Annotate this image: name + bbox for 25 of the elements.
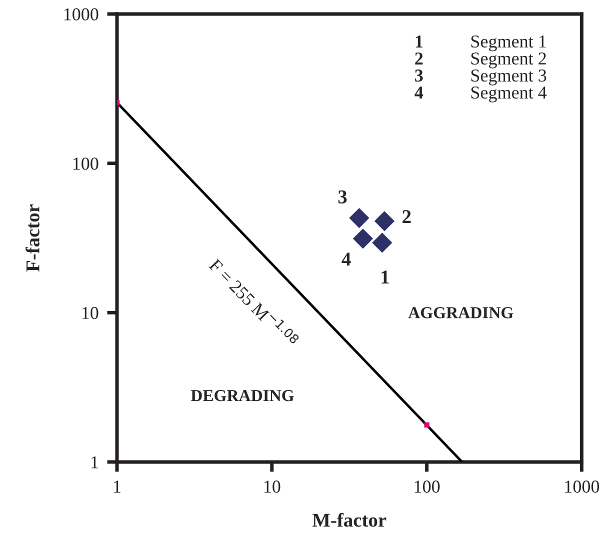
annotation: 3 [338, 190, 347, 204]
y-tick-label: 1000 [64, 8, 98, 20]
x-tick-label: 1 [114, 480, 120, 493]
annotation: Segment 3 [471, 70, 546, 86]
annotation: AGGRADING [408, 307, 514, 318]
annotation: 2 [415, 52, 423, 64]
annotation: 1 [382, 270, 389, 284]
x-tick-label: 100 [414, 480, 440, 493]
annotation: F = 255 M$^{−1.08}$ [208, 255, 300, 350]
annotation: DEGRADING [190, 390, 294, 402]
x-tick-label: 10 [264, 480, 280, 493]
x-tick-label: 1000 [565, 480, 600, 493]
x-axis-title: M-factor [312, 512, 386, 527]
annotation: 1 [416, 36, 422, 48]
y-tick-label: 10 [82, 306, 98, 320]
y-axis-title: F-factor [26, 204, 40, 272]
annotation: 4 [414, 86, 424, 99]
annotation: Segment 4 [471, 86, 547, 102]
annotation: Segment 1 [471, 35, 546, 52]
annotation: Segment 2 [471, 52, 546, 68]
annotation: 4 [342, 252, 351, 266]
y-tick-label: 100 [73, 158, 98, 170]
annotation: 3 [415, 70, 423, 82]
y-tick-label: 1 [92, 456, 98, 468]
annotation: 2 [402, 210, 411, 224]
